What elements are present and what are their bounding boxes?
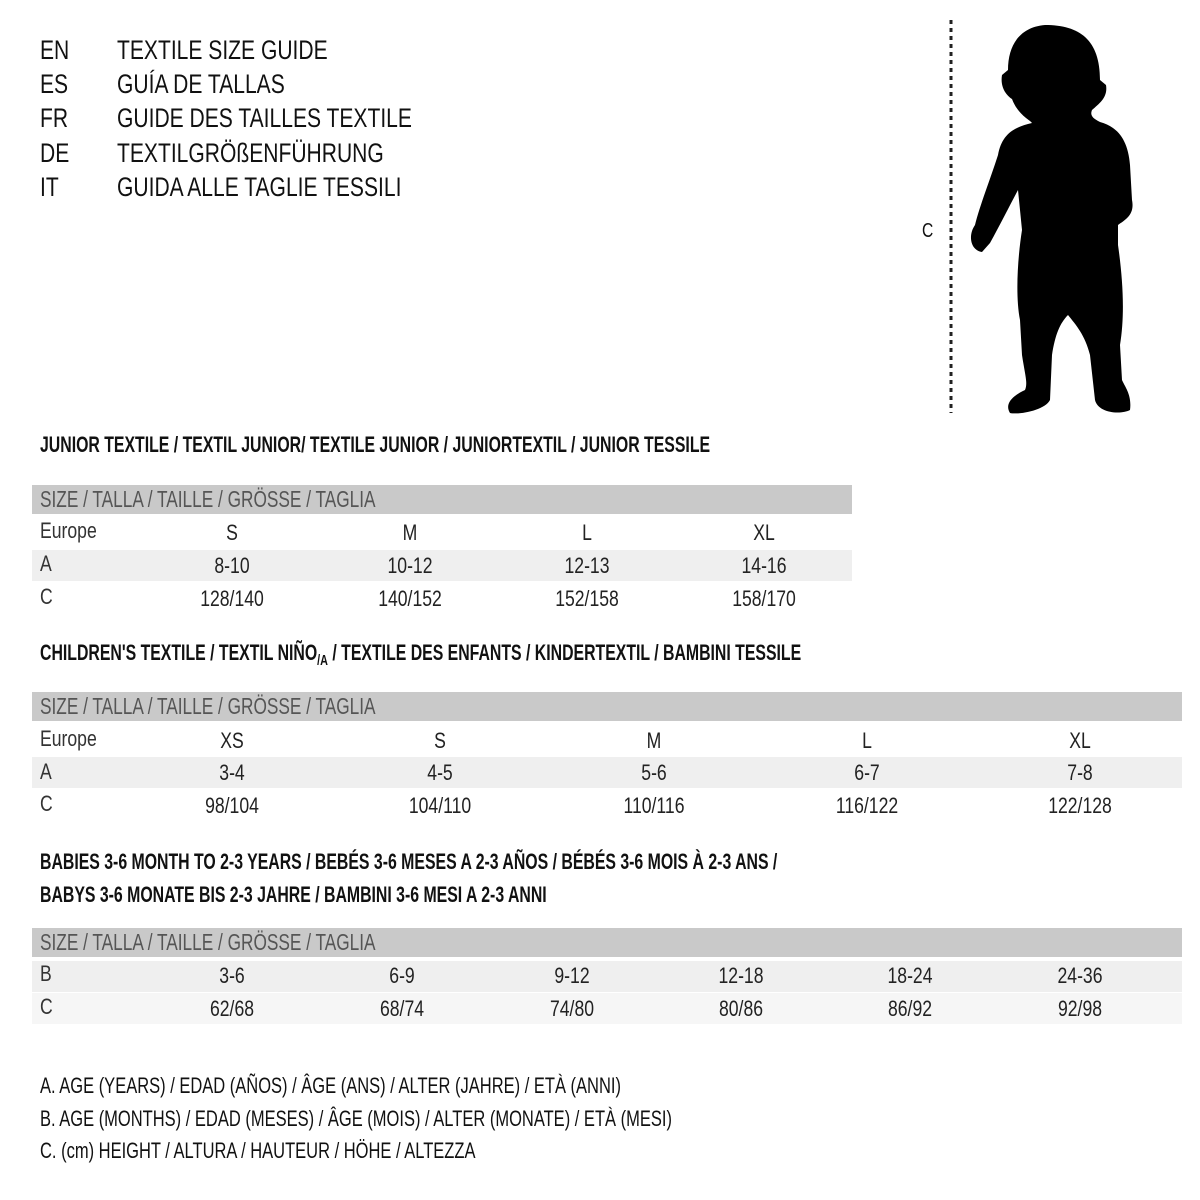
- row-shade: [32, 550, 852, 581]
- lang-code: EN: [40, 35, 70, 65]
- lang-code: ES: [40, 69, 69, 99]
- size-cell: XL: [753, 520, 775, 545]
- section-title: BABIES 3-6 MONTH TO 2-3 YEARS / BEBÉS 3-…: [40, 849, 778, 874]
- height-cell: 80/86: [718, 996, 764, 1021]
- row-label: C: [40, 791, 53, 816]
- title-part: CHILDREN'S TEXTILE / TEXTIL NIÑO: [40, 640, 318, 665]
- legend-item: B. AGE (MONTHS) / EDAD (MESES) / ÂGE (MO…: [40, 1106, 672, 1131]
- height-cell: 62/68: [209, 996, 255, 1021]
- size-header-bar: SIZE / TALLA / TAILLE / GRÖSSE / TAGLIA: [32, 928, 1182, 957]
- lang-title: GUIDA ALLE TAGLIE TESSILI: [117, 172, 402, 202]
- month-cell: 6-9: [389, 963, 415, 988]
- age-cell: 7-8: [1067, 760, 1093, 785]
- section-title: BABYS 3-6 MONATE BIS 2-3 JAHRE / BAMBINI…: [40, 882, 547, 907]
- legend-item: A. AGE (YEARS) / EDAD (AÑOS) / ÂGE (ANS)…: [40, 1073, 621, 1098]
- month-cell: 12-18: [718, 963, 764, 988]
- age-cell: 12-13: [564, 553, 610, 578]
- height-cell: 110/116: [623, 793, 685, 818]
- height-cell: 74/80: [549, 996, 595, 1021]
- height-cell: 68/74: [379, 996, 425, 1021]
- row-shade: [32, 993, 1182, 1024]
- title-part: / TEXTILE DES ENFANTS / KINDERTEXTIL / B…: [327, 640, 802, 665]
- row-shade: [32, 961, 1182, 992]
- size-cell: L: [862, 728, 872, 753]
- size-cell: M: [402, 520, 418, 545]
- lang-code: FR: [40, 103, 69, 133]
- height-cell: 98/104: [205, 793, 259, 818]
- size-header-text: SIZE / TALLA / TAILLE / GRÖSSE / TAGLIA: [40, 693, 376, 719]
- size-cell: XS: [220, 728, 244, 753]
- age-cell: 10-12: [387, 553, 433, 578]
- title-subscript: /A: [317, 652, 328, 669]
- month-cell: 9-12: [554, 963, 590, 988]
- age-cell: 5-6: [641, 760, 667, 785]
- size-header-text: SIZE / TALLA / TAILLE / GRÖSSE / TAGLIA: [40, 929, 376, 955]
- height-cell: 152/158: [555, 586, 619, 611]
- age-cell: 14-16: [741, 553, 787, 578]
- month-cell: 3-6: [219, 963, 245, 988]
- row-shade: [32, 757, 1182, 788]
- size-header-bar: SIZE / TALLA / TAILLE / GRÖSSE / TAGLIA: [32, 692, 1182, 721]
- height-label: C: [922, 220, 934, 242]
- size-cell: M: [646, 728, 662, 753]
- lang-title: TEXTILGRÖßENFÜHRUNG: [117, 138, 384, 168]
- height-cell: 92/98: [1057, 996, 1103, 1021]
- legend-item: C. (cm) HEIGHT / ALTURA / HAUTEUR / HÖHE…: [40, 1138, 476, 1163]
- month-cell: 24-36: [1057, 963, 1103, 988]
- lang-title: GUIDE DES TAILLES TEXTILE: [117, 103, 412, 133]
- height-cell: 122/128: [1048, 793, 1112, 818]
- height-cell: 140/152: [378, 586, 442, 611]
- size-cell: S: [434, 728, 446, 753]
- age-cell: 8-10: [214, 553, 250, 578]
- row-label: A: [40, 551, 52, 576]
- height-cell: 128/140: [200, 586, 264, 611]
- row-label: A: [40, 759, 52, 784]
- row-label: Europe: [40, 518, 97, 543]
- age-cell: 6-7: [854, 760, 880, 785]
- size-header-text: SIZE / TALLA / TAILLE / GRÖSSE / TAGLIA: [40, 486, 376, 512]
- height-cell: 116/122: [835, 793, 899, 818]
- age-cell: 3-4: [219, 760, 245, 785]
- month-cell: 18-24: [887, 963, 933, 988]
- size-header-bar: SIZE / TALLA / TAILLE / GRÖSSE / TAGLIA: [32, 485, 852, 514]
- height-cell: 104/110: [408, 793, 472, 818]
- size-cell: S: [226, 520, 238, 545]
- section-title: JUNIOR TEXTILE / TEXTIL JUNIOR/ TEXTILE …: [40, 432, 711, 457]
- lang-title: TEXTILE SIZE GUIDE: [117, 35, 328, 65]
- row-label: C: [40, 584, 53, 609]
- size-cell: XL: [1069, 728, 1091, 753]
- child-silhouette-icon: [949, 20, 1133, 414]
- age-cell: 4-5: [427, 760, 453, 785]
- lang-code: IT: [40, 172, 59, 202]
- row-label: Europe: [40, 726, 97, 751]
- height-cell: 86/92: [887, 996, 933, 1021]
- lang-code: DE: [40, 138, 70, 168]
- size-cell: L: [582, 520, 592, 545]
- lang-title: GUÍA DE TALLAS: [117, 69, 285, 99]
- row-label: B: [40, 961, 52, 986]
- section-title: CHILDREN'S TEXTILE / TEXTIL NIÑO/A / TEX…: [40, 638, 802, 669]
- height-cell: 158/170: [732, 586, 796, 611]
- row-label: C: [40, 994, 53, 1019]
